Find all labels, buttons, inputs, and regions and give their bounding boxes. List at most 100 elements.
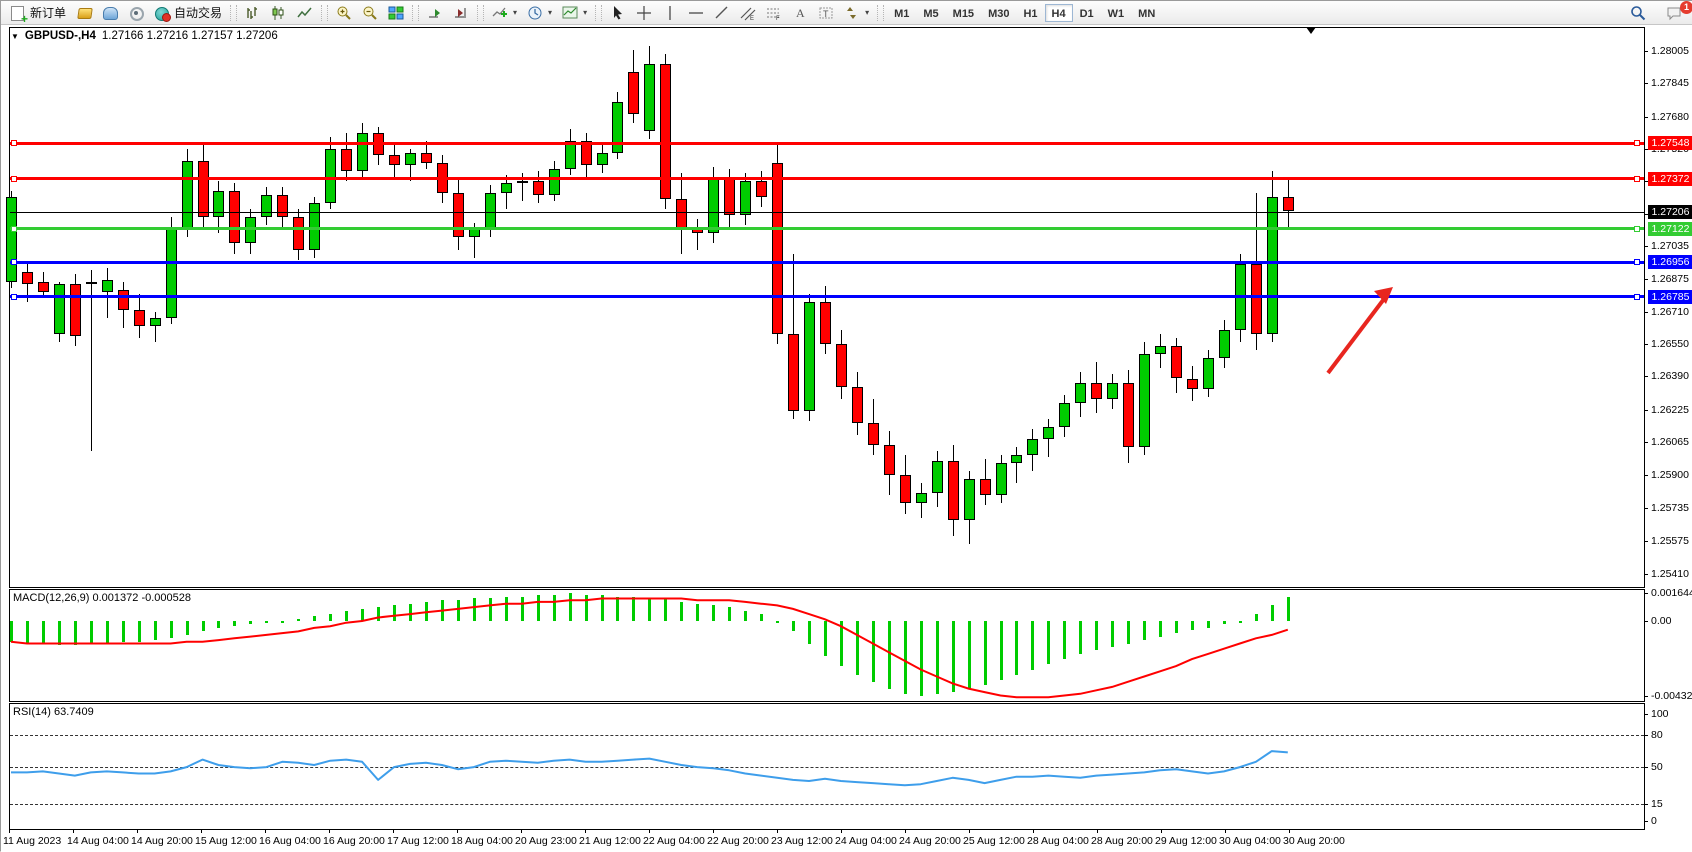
time-tick — [713, 829, 714, 833]
macd-histogram-bar — [217, 621, 221, 628]
line-chart-button[interactable] — [292, 4, 318, 22]
macd-histogram-bar — [951, 621, 955, 693]
line-handle[interactable] — [1634, 293, 1640, 300]
macd-histogram-bar — [520, 596, 524, 621]
horizontal-level-line[interactable] — [10, 260, 1644, 264]
timeframe-m5[interactable]: M5 — [923, 7, 939, 20]
zoom-in-button[interactable] — [331, 4, 357, 22]
macd-histogram-bar — [887, 621, 891, 689]
cursor-button[interactable] — [605, 4, 631, 22]
current-price-line[interactable] — [10, 211, 1644, 213]
new-order-button[interactable]: + 新订单 — [5, 4, 71, 25]
rsi-tick-label: 100 — [1651, 707, 1669, 720]
line-handle[interactable] — [1634, 259, 1640, 266]
channel-button[interactable]: E — [735, 4, 761, 22]
tile-windows-button[interactable] — [383, 4, 409, 22]
price-tick — [1644, 409, 1648, 411]
horizontal-level-line[interactable] — [10, 177, 1644, 181]
time-axis-label: 23 Aug 12:00 — [771, 835, 833, 847]
time-tick — [9, 829, 10, 833]
timeframe-mn[interactable]: MN — [1138, 7, 1156, 20]
horizontal-level-line[interactable] — [10, 141, 1644, 145]
chart-title[interactable]: ▼ GBPUSD-,H4 1.27166 1.27216 1.27157 1.2… — [11, 30, 278, 42]
indicators-button[interactable]: ▾ — [487, 4, 522, 22]
auto-scroll-icon — [427, 5, 443, 21]
line-handle[interactable] — [11, 225, 17, 232]
price-tick — [1644, 376, 1648, 378]
price-tick — [1644, 311, 1648, 313]
toolbar: + 新订单 自动交易 — [1, 1, 1692, 25]
macd-histogram-bar — [1063, 621, 1067, 660]
data-window-button[interactable] — [97, 4, 123, 22]
timeframe-h1[interactable]: H1 — [1023, 7, 1038, 20]
bear-candle — [899, 475, 911, 504]
horizontal-level-line[interactable] — [10, 295, 1644, 299]
line-handle[interactable] — [1634, 140, 1640, 147]
vertical-line-button[interactable] — [657, 4, 683, 22]
templates-button[interactable]: ▾ — [557, 4, 592, 22]
auto-scroll-button[interactable] — [422, 4, 448, 22]
bar-chart-button[interactable] — [240, 4, 266, 22]
text-button[interactable]: A — [787, 4, 813, 22]
time-axis-label: 14 Aug 04:00 — [67, 835, 129, 847]
price-tick — [1644, 180, 1648, 182]
timeframe-h4[interactable]: H4 — [1044, 3, 1073, 22]
fibonacci-button[interactable]: F — [761, 4, 787, 22]
crosshair-button[interactable] — [631, 4, 657, 22]
macd-panel-border — [9, 589, 1645, 702]
timeframe-m30[interactable]: M30 — [988, 7, 1010, 20]
bear-candle — [660, 64, 672, 200]
bear-candle — [1091, 382, 1103, 399]
line-handle[interactable] — [11, 175, 17, 182]
line-handle[interactable] — [1634, 175, 1640, 182]
horizontal-line-button[interactable] — [683, 4, 709, 22]
bear-candle — [389, 154, 401, 165]
bear-candle — [420, 152, 432, 163]
bull-candle — [1059, 402, 1071, 427]
bull-candle — [708, 176, 720, 234]
time-tick — [905, 829, 906, 833]
price-tick-label: 1.25575 — [1651, 534, 1689, 547]
rsi-tick — [1644, 713, 1648, 715]
zoom-out-button[interactable] — [357, 4, 383, 22]
periods-button[interactable]: ▾ — [522, 4, 557, 22]
notifications-button[interactable]: 1 — [1661, 1, 1692, 22]
bear-candle — [756, 180, 768, 198]
timeframe-m15[interactable]: M15 — [952, 7, 975, 20]
chart-shift-button[interactable] — [448, 4, 474, 22]
dropdown-caret: ▾ — [548, 8, 553, 17]
signals-button[interactable] — [123, 4, 149, 22]
timeframe-w1[interactable]: W1 — [1107, 7, 1125, 20]
time-axis-label: 22 Aug 20:00 — [707, 835, 769, 847]
autotrading-button[interactable]: 自动交易 — [149, 4, 227, 22]
macd-histogram-bar — [903, 621, 907, 694]
chart-area[interactable]: ▼ GBPUSD-,H4 1.27166 1.27216 1.27157 1.2… — [1, 25, 1692, 852]
search-button[interactable] — [1625, 4, 1651, 22]
chart-shift-marker[interactable] — [1306, 27, 1316, 34]
time-tick — [1161, 829, 1162, 833]
line-handle[interactable] — [11, 293, 17, 300]
candlestick-chart-button[interactable] — [266, 4, 292, 22]
template-icon — [562, 5, 578, 21]
horizontal-level-line[interactable] — [10, 227, 1644, 231]
new-order-icon: + — [10, 5, 28, 25]
tile-windows-icon — [388, 5, 404, 21]
timeframe-m1[interactable]: M1 — [894, 7, 910, 20]
annotation-arrow-shaft — [1326, 293, 1389, 375]
market-watch-button[interactable] — [71, 4, 97, 22]
price-tick — [1644, 475, 1648, 477]
line-handle[interactable] — [1634, 225, 1640, 232]
time-axis-label: 24 Aug 04:00 — [835, 835, 897, 847]
arrows-button[interactable]: ▾ — [839, 4, 874, 22]
macd-histogram-bar — [121, 621, 125, 642]
price-tick-label: 1.26390 — [1651, 370, 1689, 383]
line-handle[interactable] — [11, 140, 17, 147]
trendline-button[interactable] — [709, 4, 735, 22]
text-label-button[interactable]: T — [813, 4, 839, 22]
macd-label: MACD(12,26,9) 0.001372 -0.000528 — [13, 592, 191, 604]
macd-tick-label: 0.00 — [1651, 615, 1672, 627]
timeframe-d1[interactable]: D1 — [1079, 7, 1094, 20]
bull-candle — [405, 152, 416, 165]
line-handle[interactable] — [11, 259, 17, 266]
rsi-level-line — [10, 735, 1644, 737]
